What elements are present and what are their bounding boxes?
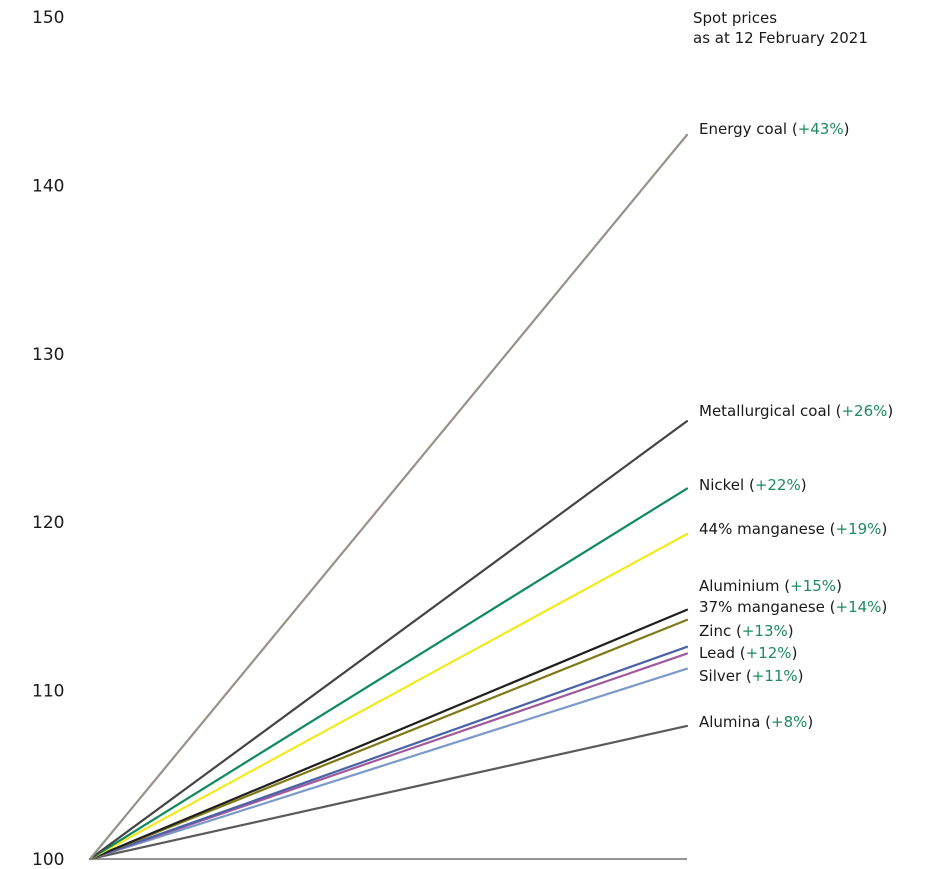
series-line-aluminium (88, 608, 689, 861)
chart-title: Spot prices as at 12 February 2021 (693, 8, 868, 48)
series-label-silver: Silver (+11%) (699, 667, 804, 685)
series-label-metallurgical-coal: Metallurgical coal (+26%) (699, 402, 893, 420)
series-label-energy-coal: Energy coal (+43%) (699, 120, 849, 138)
chart-title-line-2: as at 12 February 2021 (693, 29, 868, 47)
series-line-energy-coal (88, 133, 689, 861)
series-label-44-manganese: 44% manganese (+19%) (699, 520, 887, 538)
y-tick-label-150: 150 (32, 8, 64, 28)
series-line-44-manganese (88, 532, 689, 861)
series-line-zinc (88, 645, 689, 861)
y-tick-label-110: 110 (32, 682, 64, 702)
y-tick-label-120: 120 (32, 513, 64, 533)
series-line-metallurgical-coal (88, 420, 689, 861)
series-line-alumina (88, 724, 689, 861)
series-label-lead: Lead (+12%) (699, 644, 797, 662)
series-line-37-manganese (88, 618, 689, 861)
series-line-nickel (88, 487, 689, 861)
series-line-silver (88, 667, 689, 861)
y-tick-label-100: 100 (32, 850, 64, 869)
series-label-zinc: Zinc (+13%) (699, 622, 794, 640)
series-label-aluminium: Aluminium (+15%) (699, 577, 842, 595)
y-tick-label-130: 130 (32, 345, 64, 365)
series-label-alumina: Alumina (+8%) (699, 713, 813, 731)
series-label-nickel: Nickel (+22%) (699, 476, 807, 494)
chart-title-line-1: Spot prices (693, 9, 778, 27)
series-label-37-manganese: 37% manganese (+14%) (699, 598, 887, 616)
y-tick-label-140: 140 (32, 176, 64, 196)
